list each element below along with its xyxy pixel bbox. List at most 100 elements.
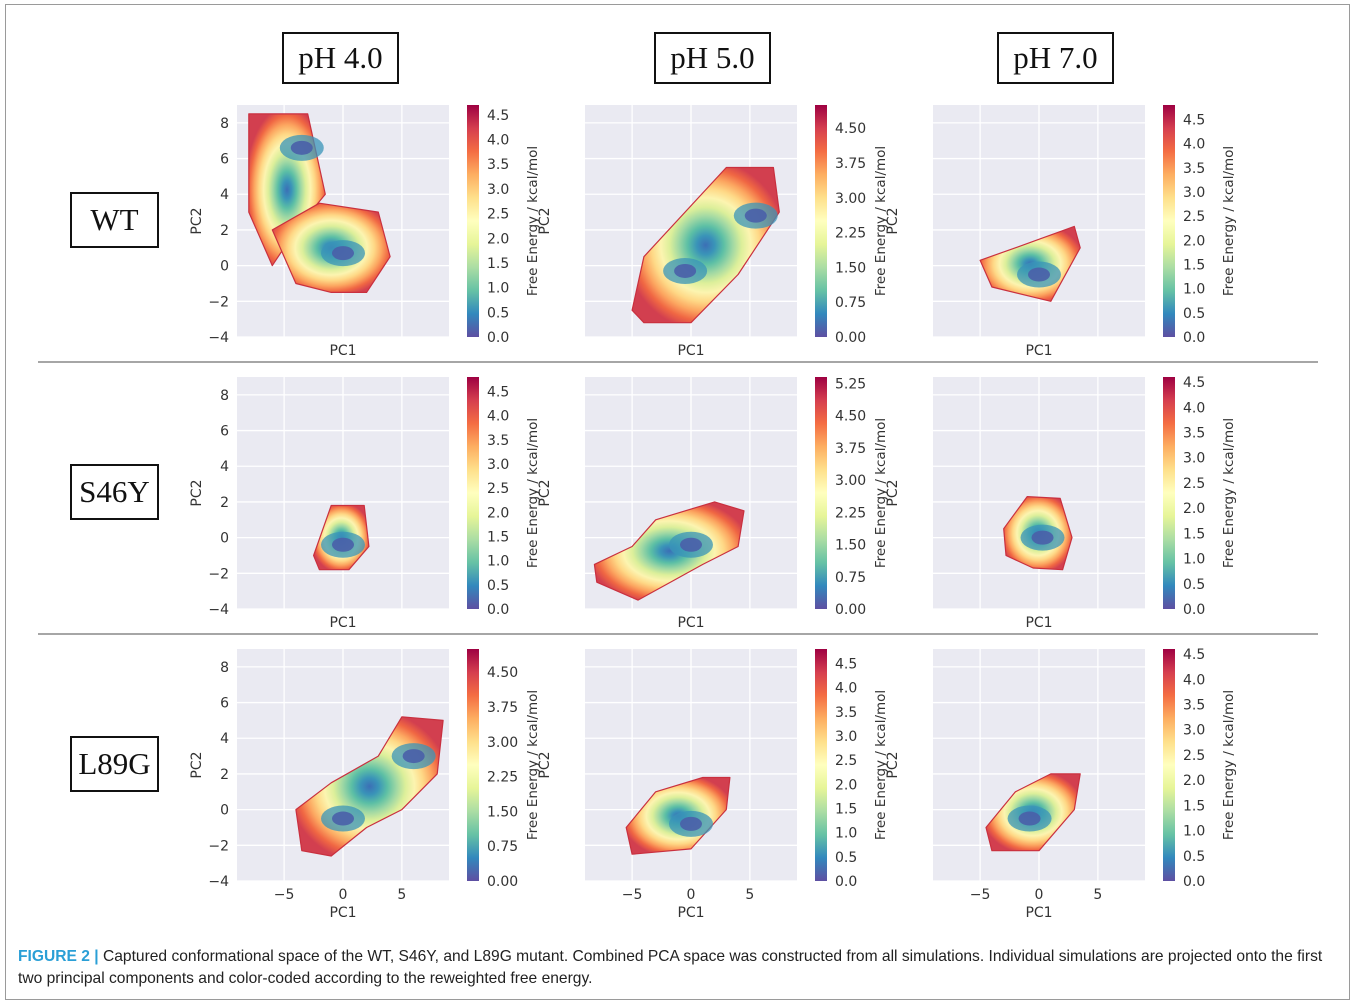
x-tick-label: 0 — [1035, 887, 1044, 903]
colorbar-tick-label: 0.0 — [1183, 330, 1205, 346]
colorbar-tick-label: 0.00 — [487, 874, 518, 890]
y-tick-label: −4 — [208, 602, 229, 618]
colorbar-tick-label: 1.5 — [1183, 258, 1205, 274]
y-tick-label: 4 — [220, 731, 229, 747]
colorbar-tick-label: 0.5 — [1183, 577, 1205, 593]
colorbar-tick-label: 0.75 — [835, 295, 866, 311]
y-tick-label: 0 — [220, 803, 229, 819]
colorbar-tick-label: 1.5 — [1183, 526, 1205, 542]
y-tick-label: −4 — [208, 330, 229, 346]
y-tick-label: 6 — [220, 424, 229, 440]
colorbar-tick-label: 1.5 — [835, 802, 857, 818]
panel-wt-ph-7-0: PC1 PC2 0.0 0.5 1.0 1.5 2.0 2.5 3.0 3.5 4.0 4.5 Free… — [885, 105, 1237, 359]
panel-s46y-ph-4-0: −4 −2 0 2 4 6 8 PC1 PC2 0.0 0.5 1.0 1.5 2.0 2.5 3.0 3.5 4… — [189, 377, 541, 631]
colorbar-label: Free Energy / kcal/mol — [873, 690, 889, 840]
colorbar-tick-label: 4.5 — [1183, 375, 1205, 391]
colorbar-label: Free Energy / kcal/mol — [1221, 690, 1237, 840]
colorbar-tick-label: 2.0 — [487, 505, 509, 521]
x-tick-label: 5 — [397, 887, 406, 903]
colorbar-tick-label: 4.0 — [1183, 137, 1205, 153]
panel-wt-ph-4-0: −4 −2 0 2 4 6 8 PC1 PC2 0.0 0.5 1.0 1.5 2.0 2.5 3.0 3.5 4… — [189, 105, 541, 359]
x-tick-label: 5 — [745, 887, 754, 903]
colorbar-tick-label: 3.5 — [1183, 425, 1205, 441]
column-header-ph7: pH 7.0 — [997, 32, 1114, 84]
colorbar-tick-label: 0.0 — [1183, 602, 1205, 618]
colorbar-tick-label: 4.5 — [1183, 647, 1205, 663]
colorbar-tick-label: 3.0 — [487, 457, 509, 473]
y-axis-label: PC2 — [189, 207, 205, 234]
colorbar-tick-label: 4.0 — [487, 133, 509, 149]
colorbar-tick-label: 1.0 — [487, 554, 509, 570]
x-axis-label: PC1 — [677, 615, 704, 631]
y-tick-label: 8 — [220, 660, 229, 676]
colorbar — [467, 377, 479, 609]
y-tick-label: −2 — [208, 566, 229, 582]
colorbar-tick-label: 2.25 — [835, 505, 866, 521]
y-axis-label: PC2 — [189, 751, 205, 778]
panel-l89g-ph-7-0: −5 0 5 PC1 PC2 0.0 0.5 1.0 1.5 2.0 2.5 3.0 3.5 4.0 4.5… — [885, 647, 1237, 921]
colorbar-tick-label: 2.5 — [1183, 209, 1205, 225]
colorbar-tick-label: 4.0 — [1183, 400, 1205, 416]
colorbar-tick-label: 4.50 — [487, 665, 518, 681]
colorbar-tick-label: 0.75 — [487, 839, 518, 855]
x-axis-label: PC1 — [1025, 905, 1052, 921]
caption-text: Captured conformational space of the WT,… — [18, 948, 1323, 987]
colorbar-tick-label: 4.5 — [835, 657, 857, 673]
colorbar-tick-label: 0.75 — [835, 570, 866, 586]
x-axis-label: PC1 — [677, 905, 704, 921]
y-tick-label: 8 — [220, 116, 229, 132]
y-tick-label: 0 — [220, 531, 229, 547]
y-tick-label: 8 — [220, 388, 229, 404]
colorbar-tick-label: 2.25 — [487, 770, 518, 786]
y-tick-label: −2 — [208, 294, 229, 310]
colorbar-tick-label: 1.50 — [835, 538, 866, 554]
colorbar-tick-label: 1.50 — [835, 260, 866, 276]
colorbar — [1163, 377, 1175, 609]
figure-caption: FIGURE 2 | Captured conformational space… — [18, 946, 1338, 990]
colorbar-tick-label: 4.5 — [1183, 113, 1205, 129]
x-axis-label: PC1 — [1025, 615, 1052, 631]
panel-s46y-ph-5-0: PC1 PC2 0.00 0.75 1.50 2.25 3.00 3.75 4.50 5.25 Fr… — [537, 376, 889, 631]
colorbar-tick-label: 2.5 — [487, 207, 509, 223]
x-axis-label: PC1 — [329, 343, 356, 359]
colorbar-tick-label: 4.0 — [487, 409, 509, 425]
colorbar-tick-label: 0.5 — [1183, 849, 1205, 865]
colorbar-tick-label: 4.50 — [835, 409, 866, 425]
y-tick-label: 2 — [220, 767, 229, 783]
colorbar-tick-label: 3.0 — [1183, 723, 1205, 739]
colorbar-tick-label: 4.5 — [487, 108, 509, 124]
panel-l89g-ph-5-0: −5 0 5 PC1 PC2 0.0 0.5 1.0 1.5 2.0 2.5 3.0 3.5 4.0 4.5… — [537, 649, 889, 921]
colorbar-tick-label: 3.5 — [835, 705, 857, 721]
colorbar-tick-label: 3.5 — [1183, 697, 1205, 713]
row-separator — [38, 361, 1318, 363]
colorbar-tick-label: 3.0 — [1183, 451, 1205, 467]
y-tick-label: 6 — [220, 696, 229, 712]
y-axis-label: PC2 — [537, 207, 553, 234]
colorbar — [467, 649, 479, 881]
colorbar-tick-label: 2.5 — [487, 481, 509, 497]
energy-minimum — [674, 263, 697, 278]
colorbar-tick-label: 1.0 — [1183, 552, 1205, 568]
colorbar-tick-label: 4.0 — [1183, 672, 1205, 688]
colorbar-label: Free Energy / kcal/mol — [1221, 146, 1237, 296]
energy-minimum — [680, 816, 702, 831]
y-axis-label: PC2 — [537, 479, 553, 506]
colorbar-tick-label: 1.0 — [487, 281, 509, 297]
y-axis-label: PC2 — [537, 751, 553, 778]
colorbar-tick-label: 2.5 — [1183, 476, 1205, 492]
energy-region — [593, 501, 745, 601]
x-tick-label: 5 — [1093, 887, 1102, 903]
row-separator — [38, 633, 1318, 635]
y-tick-label: 0 — [220, 259, 229, 275]
colorbar-label: Free Energy / kcal/mol — [873, 146, 889, 296]
colorbar — [815, 105, 827, 337]
caption-label: FIGURE 2 | — [18, 948, 99, 965]
colorbar-tick-label: 0.5 — [1183, 306, 1205, 322]
colorbar-label: Free Energy / kcal/mol — [525, 690, 541, 840]
y-axis-label: PC2 — [885, 479, 901, 506]
colorbar-tick-label: 3.75 — [487, 700, 518, 716]
x-axis-label: PC1 — [329, 615, 356, 631]
energy-minimum — [680, 537, 702, 552]
row-label-s46y: S46Y — [70, 464, 159, 520]
figure-frame — [5, 4, 1350, 1000]
